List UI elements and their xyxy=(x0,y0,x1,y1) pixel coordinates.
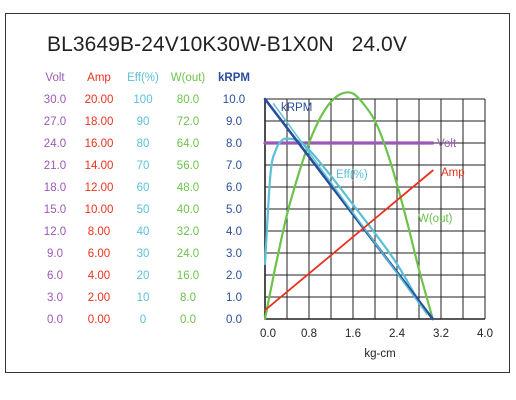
x-tick-label: 4.0 xyxy=(477,328,493,340)
y-tick-label: 24.0 xyxy=(177,248,199,260)
y-tick-label: 16.0 xyxy=(177,270,199,282)
x-tick-label: 3.2 xyxy=(433,328,449,340)
y-tick-label: 18.00 xyxy=(85,116,114,128)
y-tick-label: 15.0 xyxy=(44,204,66,216)
axis-header-wout: W(out) xyxy=(171,72,206,84)
y-tick-label: 40.0 xyxy=(177,204,199,216)
y-tick-label: 9.0 xyxy=(226,116,242,128)
x-tick-label: 1.6 xyxy=(345,328,361,340)
y-tick-label: 0.0 xyxy=(180,314,196,326)
y-tick-label: 0.0 xyxy=(226,314,242,326)
axis-header-volt: Volt xyxy=(45,72,65,84)
y-tick-label: 8.00 xyxy=(88,226,110,238)
y-tick-label: 14.00 xyxy=(85,160,114,172)
series-label-eff: Eff(%) xyxy=(336,169,368,181)
x-axis-label: kg-cm xyxy=(364,348,395,360)
series-line-eff xyxy=(263,137,434,321)
series-label-krpm: kRPM xyxy=(281,102,312,114)
y-tick-label: 8.0 xyxy=(180,292,196,304)
series-label-volt: Volt xyxy=(437,138,457,150)
axis-header-eff: Eff(%) xyxy=(127,72,159,84)
y-tick-label: 7.0 xyxy=(226,160,242,172)
y-tick-label: 40 xyxy=(137,226,150,238)
y-tick-label: 32.0 xyxy=(177,226,199,238)
y-tick-label: 10.0 xyxy=(223,94,245,106)
y-tick-label: 80.0 xyxy=(177,94,199,106)
y-tick-label: 6.0 xyxy=(47,270,63,282)
axis-header-amp: Amp xyxy=(87,72,111,84)
y-tick-label: 1.0 xyxy=(226,292,242,304)
series-line-krpm-shadow xyxy=(272,102,428,316)
y-tick-label: 60 xyxy=(137,182,150,194)
series-line-wout xyxy=(263,91,434,321)
y-tick-label: 0 xyxy=(140,314,146,326)
y-tick-label: 3.0 xyxy=(226,248,242,260)
y-tick-label: 8.0 xyxy=(226,138,242,150)
y-tick-label: 72.0 xyxy=(177,116,199,128)
y-tick-label: 50 xyxy=(137,204,150,216)
series-line-amp xyxy=(264,169,434,312)
series-label-wout: W(out) xyxy=(418,213,453,225)
y-tick-label: 5.0 xyxy=(226,204,242,216)
y-tick-label: 10.00 xyxy=(85,204,114,216)
y-tick-label: 4.00 xyxy=(88,270,110,282)
y-tick-label: 56.0 xyxy=(177,160,199,172)
y-tick-label: 18.0 xyxy=(44,182,66,194)
x-tick-label: 2.4 xyxy=(389,328,406,340)
y-tick-label: 2.00 xyxy=(88,292,110,304)
y-tick-label: 16.00 xyxy=(85,138,114,150)
y-tick-label: 2.0 xyxy=(226,270,242,282)
series-label-amp: Amp xyxy=(441,167,465,179)
y-tick-label: 70 xyxy=(137,160,150,172)
chart-title: BL3649B-24V10K30W-B1X0N 24.0V xyxy=(47,33,407,56)
y-tick-label: 12.0 xyxy=(44,226,66,238)
y-tick-label: 6.00 xyxy=(88,248,110,260)
y-tick-label: 6.0 xyxy=(226,182,242,194)
y-tick-label: 9.0 xyxy=(47,248,63,260)
y-tick-label: 27.0 xyxy=(44,116,66,128)
y-tick-label: 30.0 xyxy=(44,94,66,106)
x-tick-label: 0.8 xyxy=(301,328,317,340)
y-tick-label: 10 xyxy=(137,292,150,304)
y-tick-label: 90 xyxy=(137,116,150,128)
y-tick-label: 0.00 xyxy=(88,314,110,326)
series-line-krpm xyxy=(263,97,435,321)
y-tick-label: 64.0 xyxy=(177,138,199,150)
y-tick-label: 0.0 xyxy=(47,314,63,326)
y-tick-label: 80 xyxy=(137,138,150,150)
y-tick-label: 24.0 xyxy=(44,138,66,150)
y-tick-label: 3.0 xyxy=(47,292,63,304)
y-tick-label: 48.0 xyxy=(177,182,199,194)
y-tick-label: 30 xyxy=(137,248,150,260)
y-tick-label: 20.00 xyxy=(85,94,114,106)
y-tick-label: 20 xyxy=(137,270,150,282)
axis-header-krpm: kRPM xyxy=(218,72,250,84)
y-tick-label: 100 xyxy=(133,94,152,106)
y-tick-label: 12.00 xyxy=(85,182,114,194)
y-tick-label: 21.0 xyxy=(44,160,66,172)
y-tick-label: 4.0 xyxy=(226,226,242,238)
x-tick-label: 0.0 xyxy=(260,328,276,340)
